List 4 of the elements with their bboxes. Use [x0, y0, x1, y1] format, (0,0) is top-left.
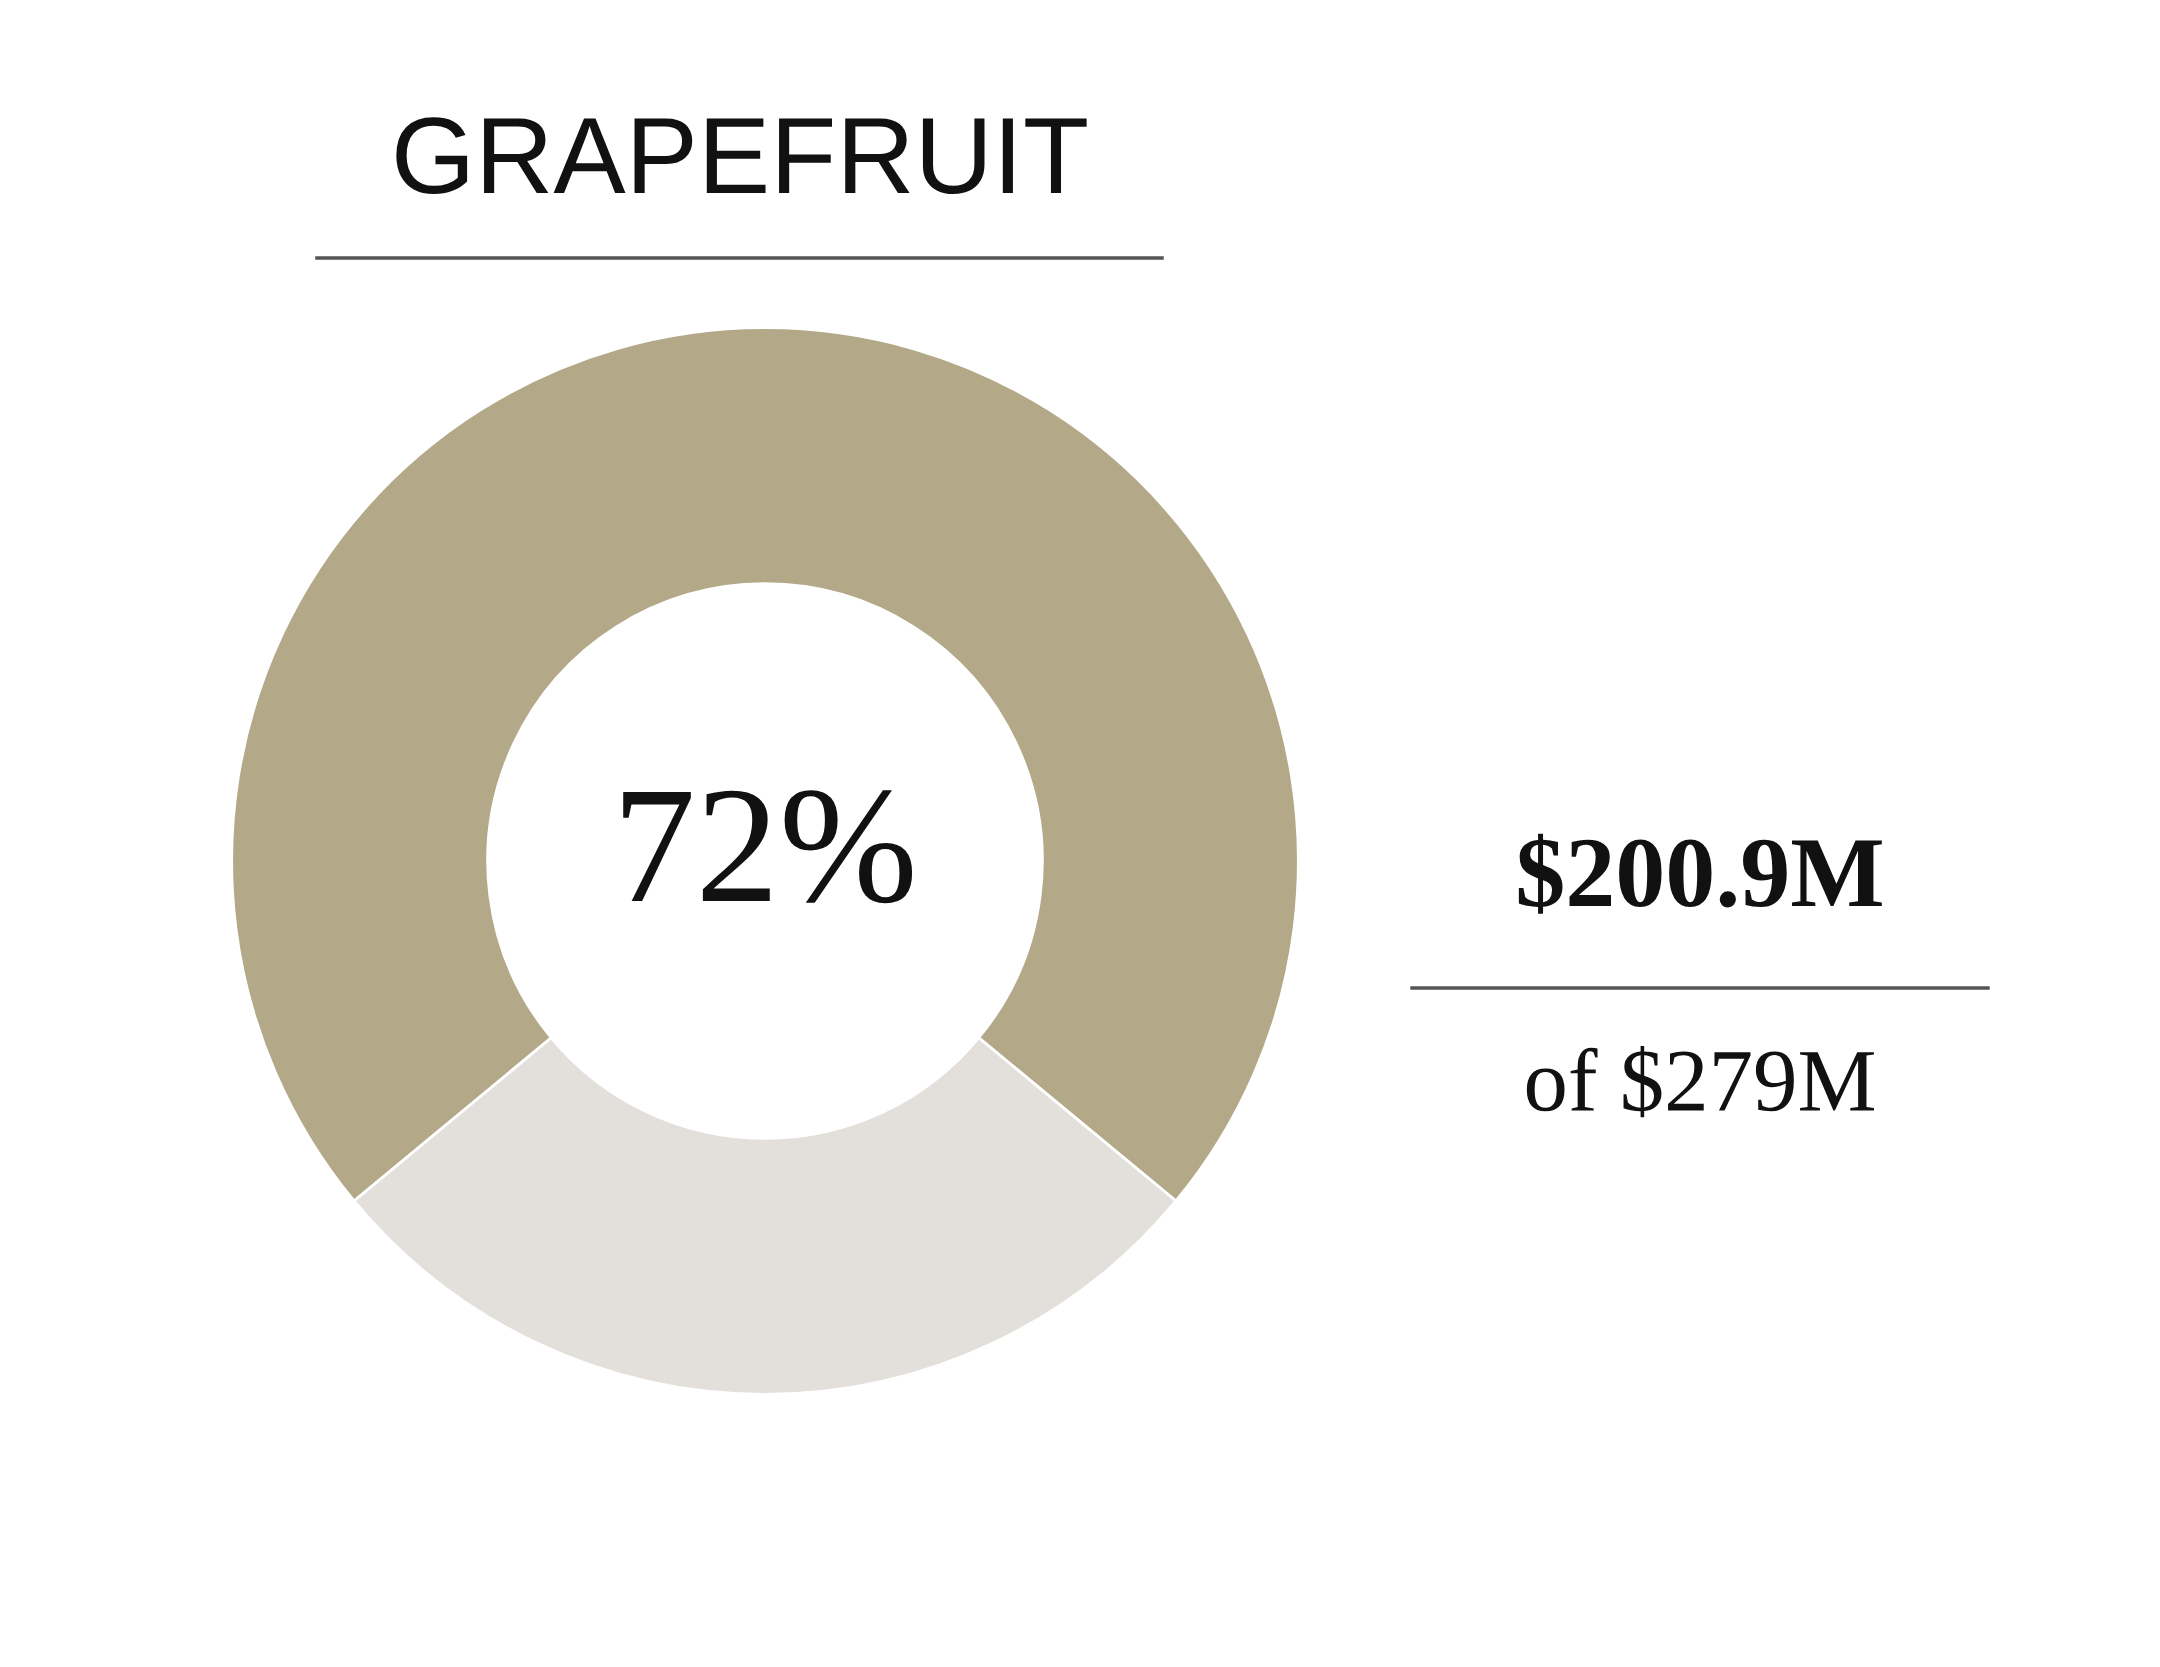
- data-label: 72%: [623, 790, 913, 904]
- text: of $279M: [1526, 1046, 1874, 1118]
- text: $200.9M: [1518, 833, 1882, 914]
- chart-title: GRAPEFRUIT: [396, 117, 1087, 195]
